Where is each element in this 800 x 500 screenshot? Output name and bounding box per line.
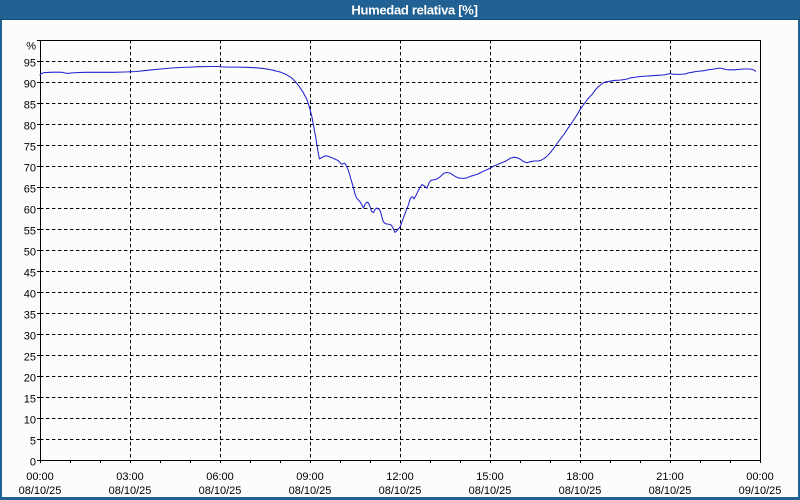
svg-text:15: 15 bbox=[24, 394, 36, 406]
svg-text:20: 20 bbox=[24, 373, 36, 385]
svg-text:08/10/25: 08/10/25 bbox=[649, 485, 692, 497]
svg-text:03:00: 03:00 bbox=[116, 471, 144, 483]
svg-text:70: 70 bbox=[24, 163, 36, 175]
svg-text:5: 5 bbox=[30, 436, 36, 448]
svg-text:30: 30 bbox=[24, 331, 36, 343]
svg-text:95: 95 bbox=[24, 58, 36, 70]
svg-text:75: 75 bbox=[24, 142, 36, 154]
svg-text:06:00: 06:00 bbox=[206, 471, 234, 483]
svg-text:10: 10 bbox=[24, 415, 36, 427]
svg-text:08/10/25: 08/10/25 bbox=[109, 485, 152, 497]
svg-text:35: 35 bbox=[24, 310, 36, 322]
svg-text:09/10/25: 09/10/25 bbox=[739, 485, 782, 497]
svg-text:09:00: 09:00 bbox=[296, 471, 324, 483]
svg-text:50: 50 bbox=[24, 247, 36, 259]
svg-text:0: 0 bbox=[30, 457, 36, 469]
svg-text:%: % bbox=[26, 41, 36, 53]
svg-text:25: 25 bbox=[24, 352, 36, 364]
svg-text:15:00: 15:00 bbox=[476, 471, 504, 483]
svg-text:08/10/25: 08/10/25 bbox=[469, 485, 512, 497]
svg-text:85: 85 bbox=[24, 100, 36, 112]
svg-text:90: 90 bbox=[24, 79, 36, 91]
svg-text:08/10/25: 08/10/25 bbox=[559, 485, 602, 497]
svg-text:00:00: 00:00 bbox=[26, 471, 54, 483]
svg-text:60: 60 bbox=[24, 205, 36, 217]
svg-text:40: 40 bbox=[24, 289, 36, 301]
svg-text:55: 55 bbox=[24, 226, 36, 238]
svg-text:00:00: 00:00 bbox=[746, 471, 774, 483]
svg-text:80: 80 bbox=[24, 121, 36, 133]
svg-text:08/10/25: 08/10/25 bbox=[379, 485, 422, 497]
svg-text:65: 65 bbox=[24, 184, 36, 196]
svg-text:08/10/25: 08/10/25 bbox=[199, 485, 242, 497]
svg-text:08/10/25: 08/10/25 bbox=[19, 485, 62, 497]
svg-text:18:00: 18:00 bbox=[566, 471, 594, 483]
svg-text:08/10/25: 08/10/25 bbox=[289, 485, 332, 497]
svg-text:21:00: 21:00 bbox=[656, 471, 684, 483]
svg-text:12:00: 12:00 bbox=[386, 471, 414, 483]
svg-text:Humedad relativa [%]: Humedad relativa [%] bbox=[351, 3, 477, 18]
svg-text:45: 45 bbox=[24, 268, 36, 280]
